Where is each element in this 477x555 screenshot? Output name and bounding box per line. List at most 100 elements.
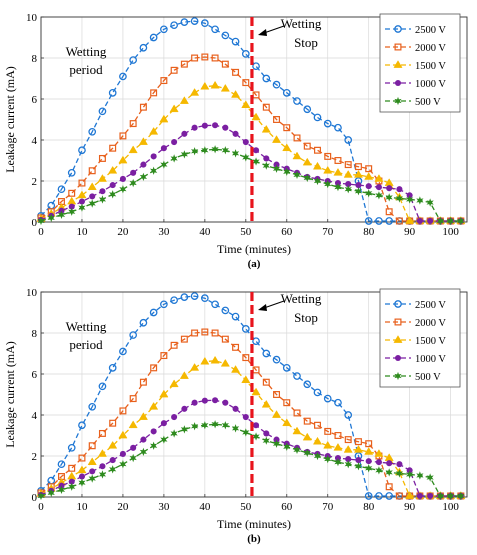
- series-500v-point: [395, 194, 404, 203]
- series-1500v-point: [179, 96, 189, 104]
- series-500v-point: [201, 421, 209, 430]
- legend-label: 2500 V: [415, 25, 446, 36]
- legend: 2500 V 2000 V 1500 V 1000 V 500 V: [379, 288, 461, 388]
- series-group: [36, 17, 466, 226]
- legend-item: 1500 V: [385, 60, 446, 72]
- series-2500v-point: [108, 89, 117, 97]
- series-2500v-point: [303, 105, 312, 114]
- legend-item: 2500 V: [385, 25, 446, 36]
- axes-frame: [40, 291, 468, 498]
- series-2500v-point: [98, 107, 107, 116]
- x-tick-label: 0: [38, 501, 44, 513]
- series-2500v-point: [211, 300, 219, 309]
- series-1500v-point: [138, 412, 148, 420]
- series-500v-point: [375, 466, 383, 475]
- series-1000v-point: [150, 428, 157, 435]
- series-1000v-point: [160, 145, 167, 152]
- series-1000v-point: [89, 193, 96, 200]
- x-tick-label: 20: [117, 501, 129, 513]
- series-1500v-point: [353, 445, 363, 453]
- series-2500v-point: [170, 21, 178, 30]
- series-2500v-point: [200, 294, 209, 302]
- series-group: [36, 292, 466, 501]
- series-500v-point: [262, 436, 270, 445]
- series-2000v-point: [139, 103, 147, 111]
- series-2500v-point: [190, 17, 199, 25]
- series-2000v-point: [160, 77, 168, 85]
- series-2500v-point: [231, 37, 240, 46]
- series-2500v-point: [170, 296, 178, 305]
- x-tick-label: 0: [38, 226, 44, 238]
- series-1500v-point: [312, 436, 323, 445]
- legend-marker: [394, 79, 402, 87]
- legend-marker: [393, 335, 403, 343]
- y-tick-label: 4: [32, 135, 38, 147]
- legend-item: 2000 V: [385, 318, 446, 329]
- x-tick-label: 70: [322, 501, 334, 513]
- legend-label: 1000 V: [415, 354, 446, 365]
- series-1500v-point: [241, 375, 251, 383]
- legend-item: 500 V: [385, 371, 441, 383]
- series-1500v-point: [292, 151, 302, 160]
- series-1000v-point: [345, 181, 352, 188]
- series-1000v-point: [263, 155, 270, 162]
- series-500v-point: [406, 470, 414, 479]
- tick-labels: 0 10 20 30 40 50 60 70 80 90 100 0 2 4 6 8 10: [26, 287, 459, 513]
- series-500v-point: [365, 189, 373, 198]
- series-2000v-point: [170, 341, 178, 349]
- series-1000v-point: [119, 175, 126, 182]
- series-1500v-point: [251, 387, 261, 396]
- series-2500v-point: [313, 388, 322, 397]
- y-tick-label: 6: [32, 94, 38, 106]
- series-2500v-point: [57, 460, 66, 469]
- series-2000v-point: [385, 483, 393, 491]
- annotation-arrow-shaft: [263, 300, 285, 309]
- series-1500v-point: [108, 165, 118, 174]
- legend-marker: [394, 318, 402, 326]
- series-2500v-point: [78, 146, 86, 155]
- series-2500v-point: [190, 292, 199, 300]
- series-500v-point: [68, 207, 76, 216]
- series-2500v-point: [211, 25, 219, 34]
- x-axis-label: Time (minutes): [217, 242, 291, 256]
- x-tick-label: 80: [363, 226, 375, 238]
- annotation-wetting-stop: Stop: [294, 35, 318, 50]
- x-tick-label: 40: [199, 501, 211, 513]
- series-2500v-point: [67, 443, 76, 452]
- series-2500v-point: [88, 402, 97, 411]
- series-2000v-point: [98, 154, 106, 162]
- series-1000v-point: [253, 147, 260, 154]
- series-1000v-point: [140, 161, 147, 168]
- series-1000v-point: [416, 217, 423, 225]
- x-tick-label: 80: [363, 501, 375, 513]
- series-500v-point: [303, 448, 311, 458]
- series-2500v-point: [88, 127, 97, 136]
- tick-labels: 0 10 20 30 40 50 60 70 80 90 100 0 2 4 6 8 10: [26, 12, 459, 238]
- series-1500v-point: [220, 83, 230, 92]
- series-2000v-point: [160, 352, 168, 360]
- series-500v-point: [211, 420, 219, 429]
- series-1500v-point: [97, 174, 107, 182]
- series-1000v-point: [222, 399, 229, 406]
- series-2000v-point: [78, 454, 86, 462]
- y-tick-label: 4: [32, 410, 38, 422]
- series-2000v-point: [314, 146, 321, 154]
- series-2500v-point: [323, 119, 332, 128]
- series-1500v-point: [282, 418, 292, 427]
- series-2500v-point: [108, 364, 117, 372]
- series-2000v-point: [221, 335, 229, 343]
- series-1500v-point: [159, 389, 169, 398]
- series-500v-point: [129, 178, 137, 188]
- series-1500v-point: [231, 365, 241, 373]
- series-500v-point: [293, 170, 301, 180]
- series-1500v-point: [261, 399, 271, 408]
- series-1500v-point: [179, 371, 189, 379]
- series-500v-point: [242, 153, 250, 162]
- series-2500v-point: [385, 492, 394, 500]
- series-1000v-point: [119, 450, 126, 457]
- series-1500v-point: [364, 172, 374, 180]
- series-500v: [37, 420, 465, 501]
- series-2500v-point: [323, 394, 332, 403]
- series-2500v-point: [385, 217, 394, 225]
- series-1500v-point: [128, 420, 138, 429]
